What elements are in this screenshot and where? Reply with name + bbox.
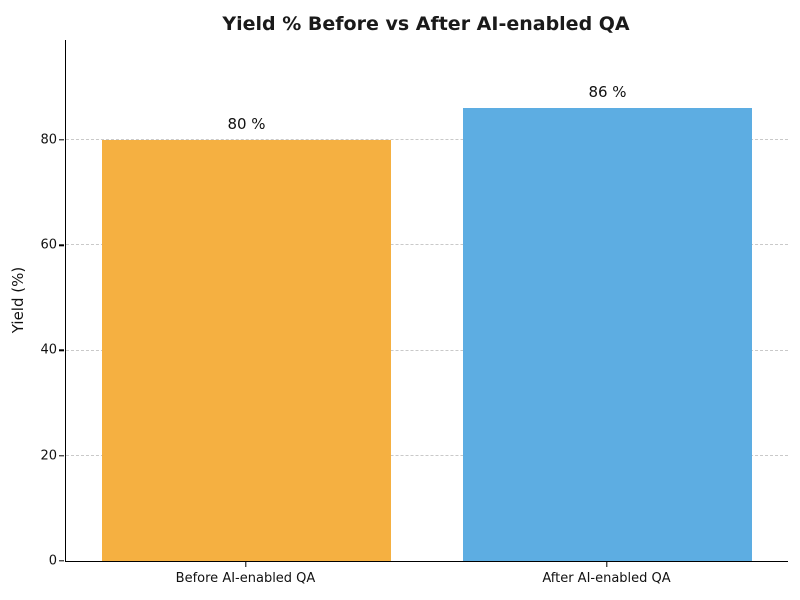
x-tick-mark-before <box>244 562 247 567</box>
y-axis-label: Yield (%) <box>9 266 27 334</box>
y-tick-mark-60 <box>59 244 64 246</box>
y-tick-label-20: 20 <box>40 448 57 464</box>
chart-title: Yield % Before vs After AI-enabled QA <box>222 13 630 35</box>
y-tick-mark-0 <box>59 560 64 562</box>
x-category-label-after: After AI-enabled QA <box>542 571 671 586</box>
gridline-y-60 <box>66 244 788 246</box>
bar-value-label-after: 86 % <box>588 83 627 102</box>
x-category-label-before: Before AI-enabled QA <box>175 571 316 586</box>
bar-before <box>102 140 391 561</box>
plot-area: 80 % 86 % <box>65 40 788 562</box>
x-tick-mark-after <box>605 562 608 567</box>
bar-value-label-before: 80 % <box>227 115 266 133</box>
y-tick-mark-40 <box>59 349 64 352</box>
y-tick-label-0: 0 <box>48 553 57 569</box>
gridline-y-40 <box>66 349 788 351</box>
gridline-y-80 <box>66 139 788 140</box>
y-tick-label-80: 80 <box>40 132 57 148</box>
y-tick-label-60: 60 <box>40 237 57 253</box>
bar-after <box>463 108 752 561</box>
y-tick-mark-80 <box>59 139 64 141</box>
y-tick-label-40: 40 <box>40 342 57 358</box>
y-tick-mark-20 <box>59 455 64 457</box>
gridline-y-20 <box>66 454 788 456</box>
